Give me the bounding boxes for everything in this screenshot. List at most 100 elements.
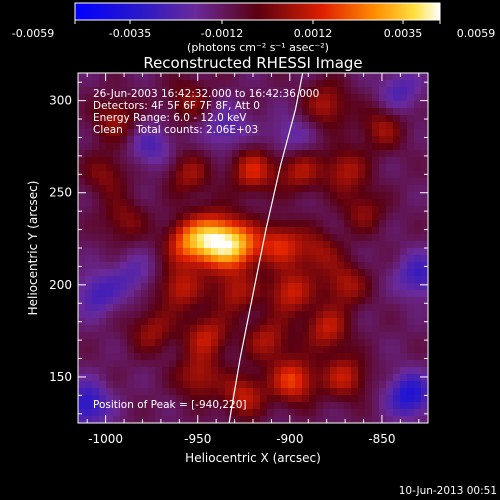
heatmap-cell xyxy=(106,101,114,109)
heatmap-cell xyxy=(113,409,121,417)
heatmap-cell xyxy=(218,402,226,410)
heatmap-cell xyxy=(274,220,282,228)
heatmap-cell xyxy=(407,108,415,116)
heatmap-cell xyxy=(190,283,198,291)
heatmap-cell xyxy=(113,353,121,361)
heatmap-cell xyxy=(330,325,338,333)
heatmap-cell xyxy=(421,332,428,340)
heatmap-cell xyxy=(162,206,170,214)
heatmap-cell xyxy=(85,381,93,389)
heatmap-cell xyxy=(302,381,310,389)
heatmap-cell xyxy=(393,339,401,347)
heatmap-cell xyxy=(99,262,107,270)
heatmap-cell xyxy=(113,136,121,144)
heatmap-cell xyxy=(309,136,317,144)
heatmap-cell xyxy=(400,353,408,361)
heatmap-cell xyxy=(281,416,289,423)
heatmap-cell xyxy=(197,304,205,312)
heatmap-cell xyxy=(113,283,121,291)
heatmap-cell xyxy=(358,311,366,319)
heatmap-cell xyxy=(190,101,198,109)
heatmap-cell xyxy=(148,199,156,207)
heatmap-cell xyxy=(358,220,366,228)
heatmap-cell xyxy=(106,339,114,347)
heatmap-cell xyxy=(316,150,324,158)
heatmap-cell xyxy=(197,332,205,340)
heatmap-cell xyxy=(106,241,114,249)
heatmap-cell xyxy=(141,395,149,403)
heatmap-cell xyxy=(295,220,303,228)
heatmap-cell xyxy=(267,101,275,109)
heatmap-cell xyxy=(246,283,254,291)
heatmap-cell xyxy=(358,199,366,207)
heatmap-cell xyxy=(232,122,240,130)
heatmap-cell xyxy=(99,290,107,298)
heatmap-cell xyxy=(253,318,261,326)
heatmap-cell xyxy=(316,220,324,228)
heatmap-cell xyxy=(162,73,170,81)
heatmap-cell xyxy=(141,241,149,249)
heatmap-cell xyxy=(176,80,184,88)
heatmap-cell xyxy=(190,269,198,277)
heatmap-cell xyxy=(253,157,261,165)
heatmap-cell xyxy=(421,409,428,417)
heatmap-cell xyxy=(407,171,415,179)
heatmap-cell xyxy=(344,220,352,228)
heatmap-cell xyxy=(197,367,205,375)
heatmap-cell xyxy=(365,388,373,396)
heatmap-cell xyxy=(176,213,184,221)
heatmap-cell xyxy=(127,171,135,179)
heatmap-cell xyxy=(162,318,170,326)
heatmap-cell xyxy=(274,304,282,312)
heatmap-cell xyxy=(288,262,296,270)
heatmap-cell xyxy=(99,157,107,165)
heatmap-cell xyxy=(99,108,107,116)
heatmap-cell xyxy=(379,409,387,417)
heatmap-cell xyxy=(295,318,303,326)
heatmap-cell xyxy=(211,416,219,423)
heatmap-cell xyxy=(344,143,352,151)
heatmap-cell xyxy=(99,353,107,361)
heatmap-cell xyxy=(239,360,247,368)
heatmap-cell xyxy=(120,388,128,396)
heatmap-cell xyxy=(400,122,408,130)
heatmap-cell xyxy=(99,206,107,214)
heatmap-cell xyxy=(337,115,345,123)
heatmap-cell xyxy=(113,150,121,158)
heatmap-cell xyxy=(288,178,296,186)
heatmap-cell xyxy=(190,157,198,165)
heatmap-cell xyxy=(183,234,191,242)
heatmap-cell xyxy=(330,290,338,298)
heatmap-cell xyxy=(414,416,422,423)
heatmap-cell xyxy=(316,185,324,193)
heatmap-cell xyxy=(183,171,191,179)
heatmap-cell xyxy=(288,255,296,263)
heatmap-cell xyxy=(358,227,366,235)
heatmap-cell xyxy=(337,150,345,158)
heatmap-cell xyxy=(302,402,310,410)
heatmap-cell xyxy=(211,262,219,270)
heatmap-cell xyxy=(106,367,114,375)
heatmap-cell xyxy=(155,178,163,186)
heatmap-cell xyxy=(183,213,191,221)
heatmap-cell xyxy=(274,199,282,207)
heatmap-cell xyxy=(393,136,401,144)
heatmap-cell xyxy=(351,73,359,81)
heatmap-cell xyxy=(316,129,324,137)
heatmap-cell xyxy=(344,402,352,410)
heatmap-cell xyxy=(344,192,352,200)
heatmap-cell xyxy=(120,185,128,193)
heatmap-cell xyxy=(127,122,135,130)
heatmap-cell xyxy=(372,73,380,81)
heatmap-cell xyxy=(169,325,177,333)
heatmap-cell xyxy=(316,346,324,354)
heatmap-cell xyxy=(260,388,268,396)
heatmap-cell xyxy=(78,395,86,403)
heatmap-cell xyxy=(232,87,240,95)
heatmap-cell xyxy=(225,269,233,277)
heatmap-cell xyxy=(239,290,247,298)
heatmap-cell xyxy=(344,213,352,221)
heatmap-cell xyxy=(232,185,240,193)
heatmap-cell xyxy=(141,269,149,277)
heatmap-cell xyxy=(344,332,352,340)
